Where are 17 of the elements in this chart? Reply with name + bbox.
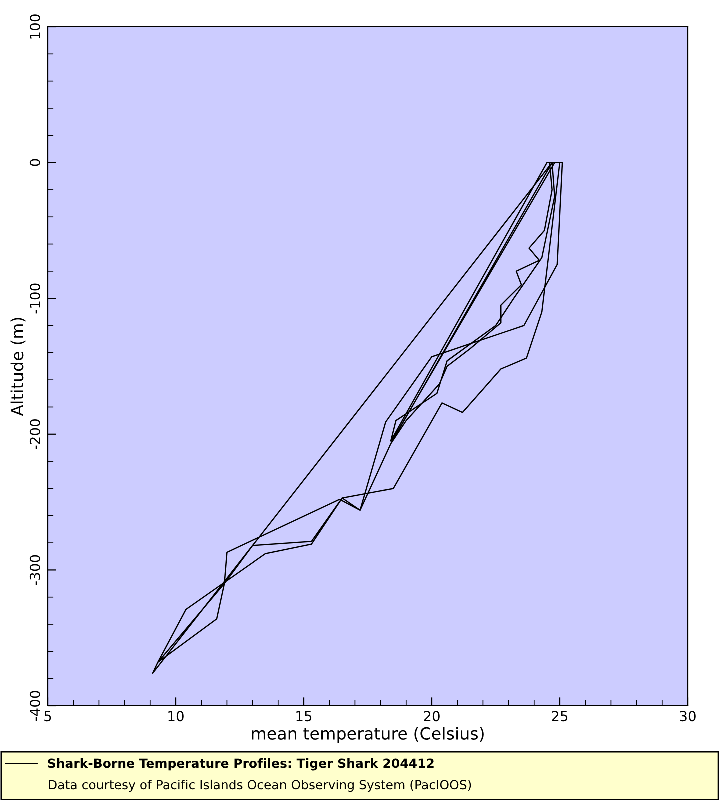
y-axis-title: Altitude (m) — [10, 318, 26, 416]
y-tick-label: -400 — [30, 691, 40, 722]
y-tick-label: -100 — [30, 284, 40, 314]
x-axis-title: mean temperature (Celsius) — [252, 727, 484, 744]
legend-label: Shark-Borne Temperature Profiles: Tiger Shark 204412 — [48, 758, 434, 771]
y-tick-label: 100 — [30, 14, 40, 39]
text: Data courtesy of Pacific Islands Ocean Observing System (PacIOOS) — [49, 780, 472, 792]
y-tick-label: -200 — [30, 420, 40, 450]
x-tick-label: 15 — [296, 711, 312, 722]
x-tick-label: 30 — [680, 711, 696, 722]
x-tick-label: 20 — [424, 711, 440, 722]
y-tick-label: 0 — [30, 159, 40, 166]
x-tick-label: 5 — [44, 711, 52, 722]
line-series — [152, 162, 564, 674]
x-tick-label: 25 — [552, 711, 568, 722]
y-tick-label: -300 — [30, 555, 40, 586]
x-tick-label: 10 — [168, 711, 184, 722]
